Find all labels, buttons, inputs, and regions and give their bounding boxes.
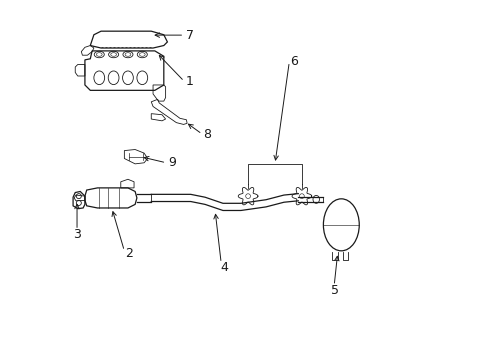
Text: 8: 8 bbox=[203, 127, 211, 141]
Text: 1: 1 bbox=[185, 75, 193, 88]
Text: 9: 9 bbox=[167, 156, 175, 169]
Text: 7: 7 bbox=[185, 29, 193, 42]
Text: 6: 6 bbox=[290, 55, 298, 68]
Text: 2: 2 bbox=[125, 247, 133, 260]
Text: 4: 4 bbox=[220, 261, 227, 274]
Text: 3: 3 bbox=[73, 228, 81, 241]
Text: 5: 5 bbox=[330, 284, 338, 297]
